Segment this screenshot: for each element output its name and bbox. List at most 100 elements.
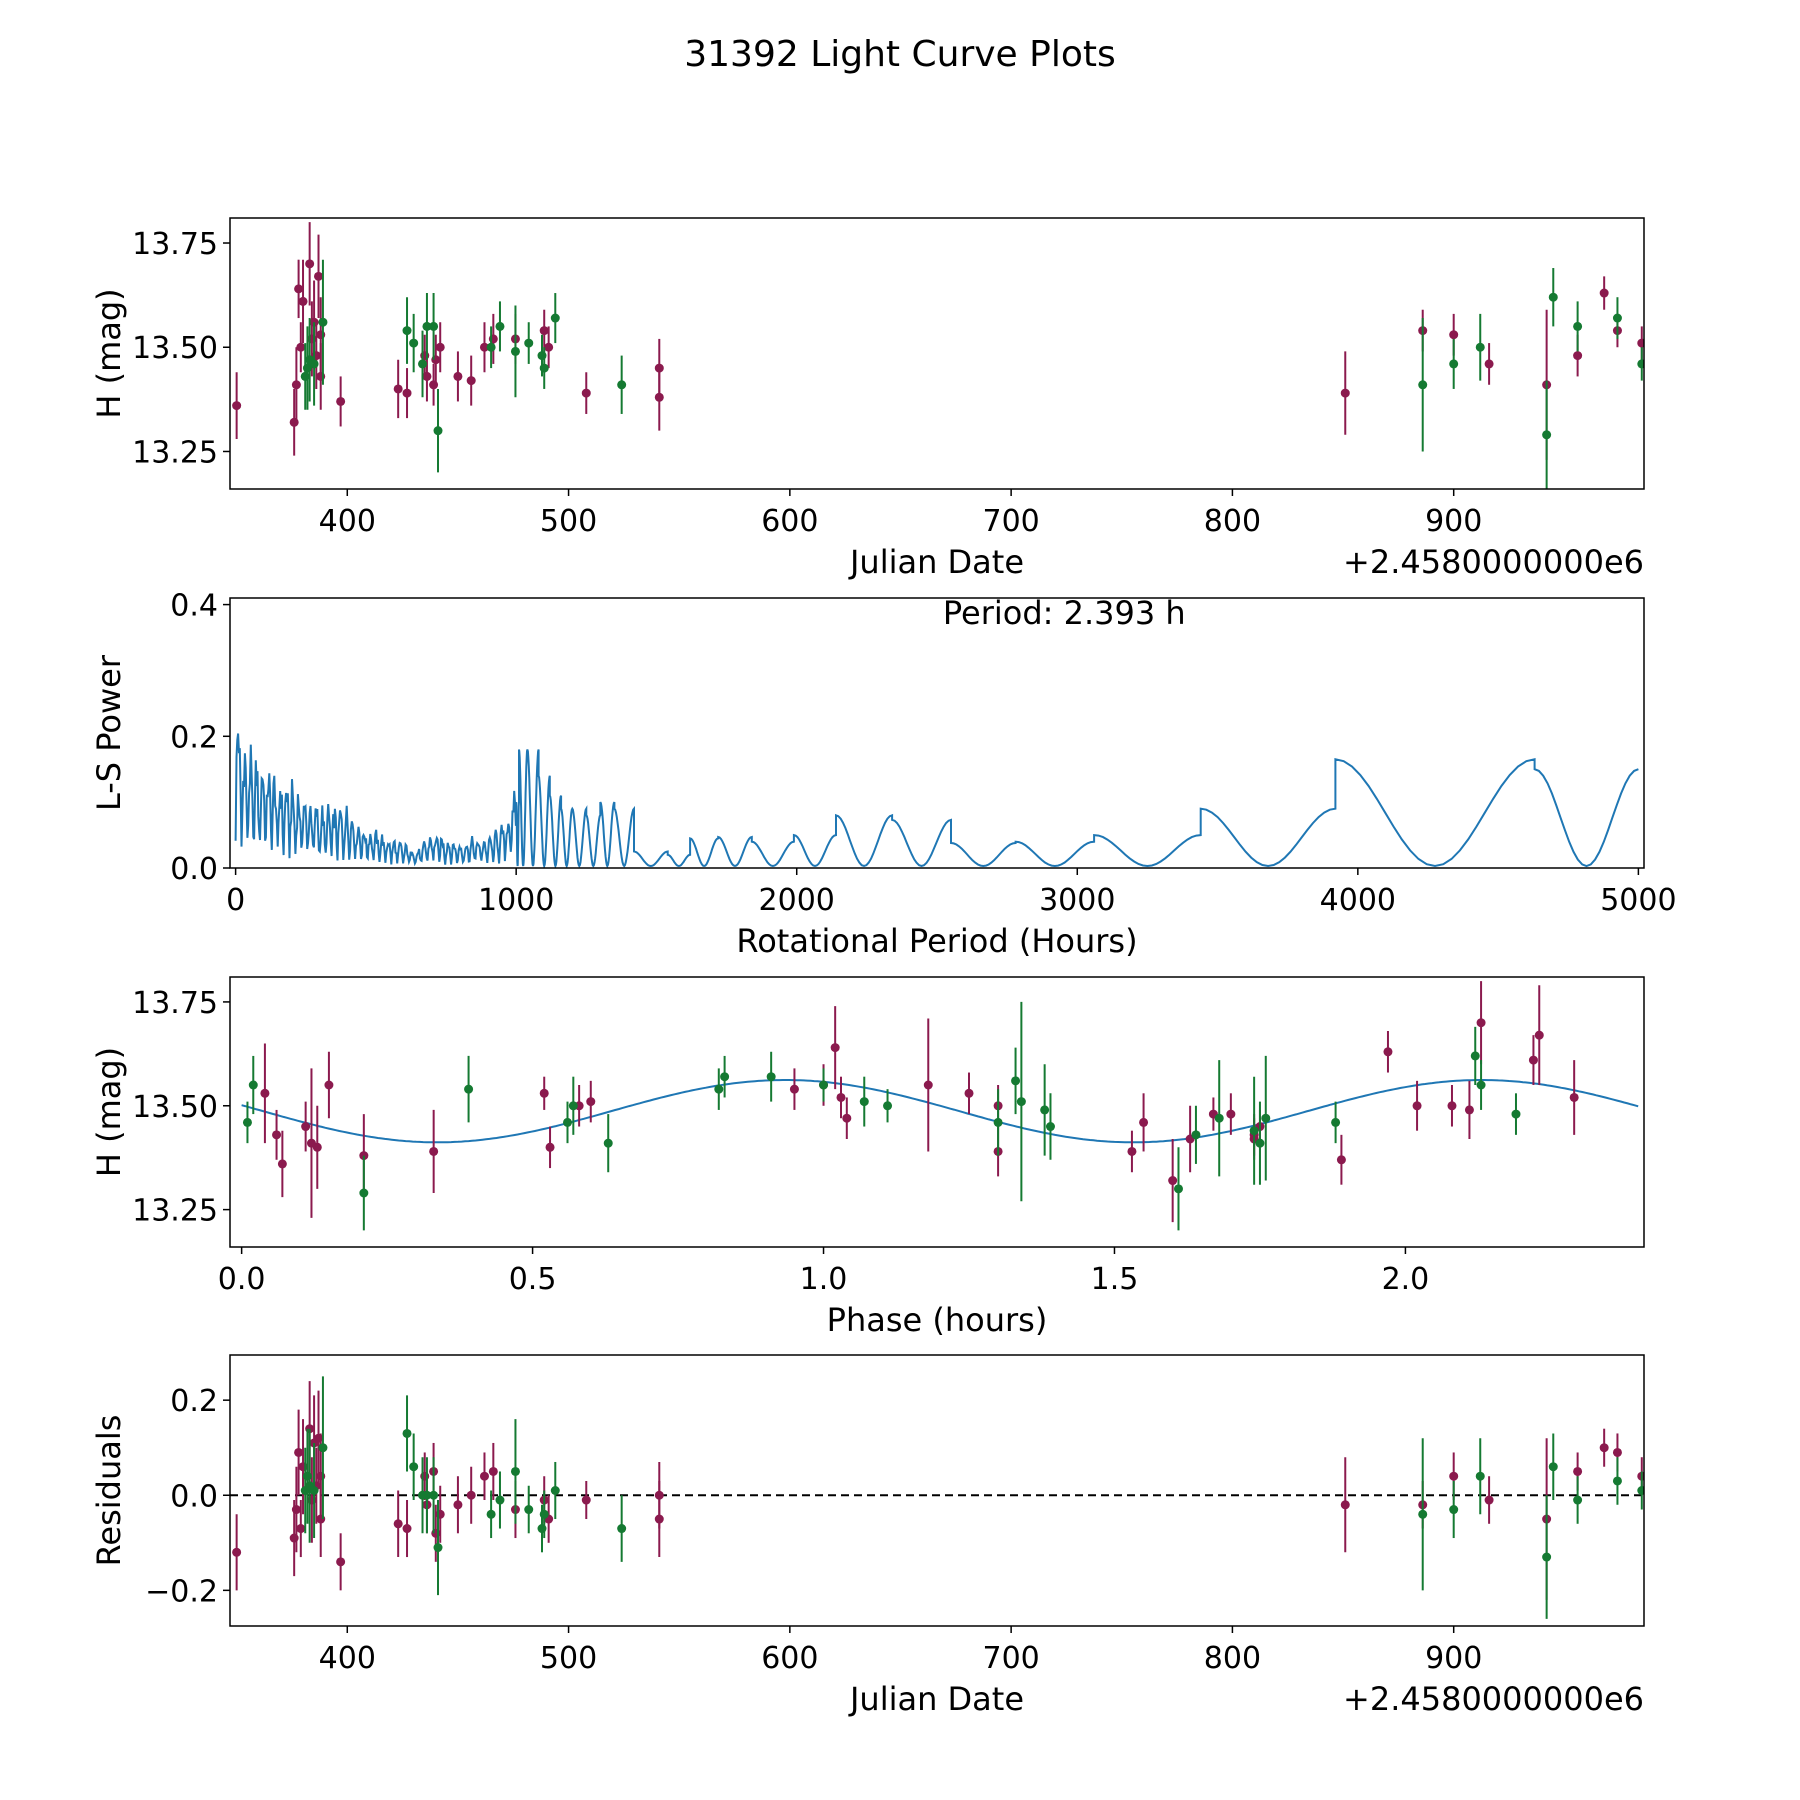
data-point xyxy=(409,338,419,348)
model-curve-line xyxy=(241,1079,1639,1144)
data-point xyxy=(581,1495,591,1505)
data-point xyxy=(336,396,346,406)
x-tick-label: 600 xyxy=(761,1641,818,1676)
data-point xyxy=(1511,1109,1521,1119)
data-point xyxy=(1548,292,1558,302)
x-axis-label: Julian Date xyxy=(848,1680,1024,1718)
data-point xyxy=(1340,1500,1350,1510)
data-point xyxy=(1475,342,1485,352)
data-point xyxy=(883,1101,893,1111)
data-point xyxy=(1569,1092,1579,1102)
y-tick-label: 13.75 xyxy=(132,227,218,262)
data-point xyxy=(1331,1117,1341,1127)
data-point xyxy=(422,1490,432,1500)
data-point xyxy=(336,1557,346,1567)
data-point xyxy=(260,1088,270,1098)
data-point xyxy=(272,1130,282,1140)
data-point xyxy=(539,1509,549,1519)
data-point xyxy=(296,1524,306,1534)
data-point xyxy=(1226,1109,1236,1119)
data-point xyxy=(232,401,242,411)
data-point xyxy=(466,376,476,386)
y-axis-label: H (mag) xyxy=(90,288,128,418)
data-point xyxy=(312,1142,322,1152)
panel-phased-curve: 0.0 0.5 1.0 1.5 2.0 13.25 13.50 13.75 Phase (hou… xyxy=(90,976,1645,1339)
data-point xyxy=(1637,338,1644,348)
data-point xyxy=(1418,380,1428,390)
y-tick-label: 0.2 xyxy=(170,1384,218,1419)
plot-frame xyxy=(229,976,1645,1248)
y-axis-label: L-S Power xyxy=(90,654,128,811)
x-tick-label: 0.0 xyxy=(218,1262,266,1297)
data-point xyxy=(232,1547,242,1557)
data-point xyxy=(1599,288,1609,298)
data-point xyxy=(1449,1471,1459,1481)
x-tick-label: 900 xyxy=(1425,504,1482,539)
data-point xyxy=(479,342,489,352)
data-point xyxy=(789,1084,799,1094)
data-point xyxy=(291,380,301,390)
data-point xyxy=(993,1117,1003,1127)
data-point xyxy=(301,1122,311,1132)
data-point xyxy=(318,317,328,327)
data-point xyxy=(359,1188,369,1198)
x-tick-label: 400 xyxy=(319,1641,376,1676)
plot-data-area xyxy=(232,222,1644,489)
x-tick-label: 1.0 xyxy=(800,1262,848,1297)
data-point xyxy=(1191,1130,1201,1140)
data-point xyxy=(402,326,412,336)
data-point xyxy=(422,371,432,381)
data-point xyxy=(435,342,445,352)
data-point xyxy=(550,313,560,323)
data-point xyxy=(296,342,306,352)
data-point xyxy=(495,321,505,331)
x-tick-label: 700 xyxy=(982,504,1039,539)
data-point xyxy=(277,1159,287,1169)
panel-residuals: 400 500 600 700 800 900 −0.2 0.0 0.2 Julian Date R… xyxy=(90,1354,1645,1718)
y-axis-label: Residuals xyxy=(90,1415,128,1567)
data-point xyxy=(1476,1018,1486,1028)
data-point xyxy=(1528,1055,1538,1065)
data-point xyxy=(422,321,432,331)
data-point xyxy=(242,1117,252,1127)
data-point xyxy=(714,1084,724,1094)
data-point xyxy=(429,1146,439,1156)
data-point xyxy=(402,388,412,398)
data-point xyxy=(324,1080,334,1090)
y-axis-label: H (mag) xyxy=(90,1047,128,1177)
data-point xyxy=(1637,359,1644,369)
x-axis-label: Julian Date xyxy=(848,543,1024,581)
x-tick-label: 500 xyxy=(540,504,597,539)
data-point xyxy=(1255,1138,1265,1148)
data-point xyxy=(1484,1495,1494,1505)
x-tick-label: 1000 xyxy=(478,883,554,918)
data-point xyxy=(479,1471,489,1481)
x-tick-label: 0.5 xyxy=(509,1262,557,1297)
data-point xyxy=(510,346,520,356)
data-point xyxy=(1612,313,1622,323)
data-point xyxy=(1475,1471,1485,1481)
data-point xyxy=(1214,1113,1224,1123)
data-point xyxy=(1016,1097,1026,1107)
data-point xyxy=(562,1117,572,1127)
x-tick-label: 800 xyxy=(1204,504,1261,539)
y-tick-label: 13.50 xyxy=(132,1090,218,1125)
data-point xyxy=(964,1088,974,1098)
data-point xyxy=(859,1097,869,1107)
data-point xyxy=(486,342,496,352)
periodogram-line xyxy=(234,733,1639,868)
data-point xyxy=(1476,1080,1486,1090)
data-point xyxy=(305,259,315,269)
data-point xyxy=(586,1097,596,1107)
data-point xyxy=(830,1043,840,1053)
data-point xyxy=(568,1101,578,1111)
plot-data-area xyxy=(241,981,1639,1231)
data-point xyxy=(314,271,324,281)
axis-offset-text: +2.4580000000e6 xyxy=(1343,543,1644,581)
data-point xyxy=(842,1113,852,1123)
data-point xyxy=(720,1072,730,1082)
data-point xyxy=(1542,1552,1552,1562)
data-point xyxy=(544,342,554,352)
y-tick-label: 0.2 xyxy=(170,720,218,755)
data-point xyxy=(1412,1101,1422,1111)
